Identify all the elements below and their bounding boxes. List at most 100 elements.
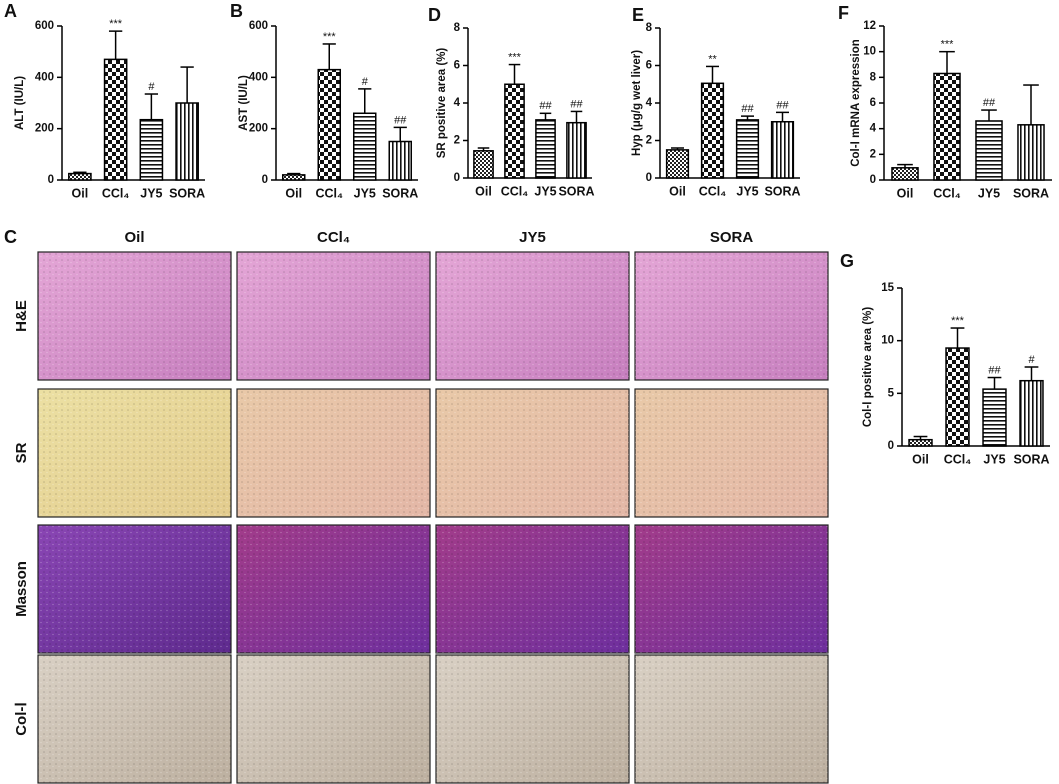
x-tick-label: SORA — [1013, 452, 1049, 466]
x-tick-label: JY5 — [534, 184, 556, 198]
panel-letter: B — [230, 1, 243, 21]
x-tick-label: JY5 — [354, 186, 376, 200]
micrograph-texture — [237, 252, 430, 380]
panel-letter: A — [4, 1, 17, 21]
row-header: Col-Ⅰ — [13, 702, 30, 736]
significance-label: ** — [708, 53, 717, 65]
bar — [139, 118, 164, 181]
micrograph-texture — [237, 655, 430, 783]
y-tick-label: 0 — [646, 172, 652, 184]
significance-label: ## — [741, 103, 754, 115]
significance-label: ## — [570, 98, 583, 110]
significance-label: *** — [508, 51, 522, 63]
x-tick-label: Oil — [475, 184, 492, 198]
micrograph-texture — [436, 252, 629, 380]
y-tick-label: 8 — [870, 71, 877, 83]
significance-label: *** — [951, 315, 965, 327]
bar — [933, 72, 961, 181]
x-tick-label: Oil — [285, 186, 302, 200]
y-tick-label: 0 — [888, 440, 894, 452]
panel-letter: D — [428, 5, 441, 25]
y-tick-label: 400 — [249, 71, 268, 83]
y-tick-label: 2 — [646, 135, 652, 147]
y-tick-label: 15 — [881, 282, 894, 294]
bar — [1019, 379, 1044, 447]
y-tick-label: 4 — [454, 97, 461, 109]
column-header: Oil — [124, 229, 144, 246]
significance-label: ## — [394, 114, 407, 126]
bar — [103, 58, 128, 181]
panel-letter: G — [840, 251, 854, 271]
significance-label: # — [148, 81, 155, 93]
x-tick-label: JY5 — [140, 186, 162, 200]
y-tick-label: 600 — [35, 20, 54, 32]
x-tick-label: SORA — [169, 186, 205, 200]
bar — [473, 150, 494, 179]
x-tick-label: CCl₄ — [933, 186, 961, 200]
x-tick-label: Oil — [72, 186, 89, 200]
x-tick-label: Oil — [912, 452, 929, 466]
y-tick-label: 400 — [35, 71, 54, 83]
y-tick-label: 0 — [48, 174, 54, 186]
micrograph-texture — [436, 655, 629, 783]
bar — [982, 388, 1007, 447]
y-axis-label: Hyp (μg/g wet liver) — [631, 50, 643, 156]
y-tick-label: 200 — [35, 123, 54, 135]
significance-label: ## — [988, 364, 1001, 376]
column-header: JY5 — [519, 229, 546, 246]
y-tick-label: 10 — [881, 335, 894, 347]
significance-label: ## — [983, 97, 996, 109]
significance-label: ## — [776, 99, 789, 111]
y-tick-label: 5 — [888, 387, 895, 399]
row-header: SR — [13, 442, 30, 463]
y-tick-label: 2 — [870, 148, 876, 160]
x-tick-label: SORA — [382, 186, 418, 200]
significance-label: *** — [323, 31, 337, 43]
y-tick-label: 600 — [249, 20, 268, 32]
bar — [665, 149, 690, 179]
micrograph-texture — [38, 252, 231, 380]
y-axis-label: Col-Ⅰ positive area (%) — [861, 307, 874, 428]
y-tick-label: 6 — [454, 60, 460, 72]
significance-label: *** — [109, 18, 123, 30]
x-tick-label: CCl₄ — [316, 186, 344, 200]
y-axis-label: Col-Ⅰ mRNA expression — [849, 39, 862, 167]
y-tick-label: 0 — [454, 172, 460, 184]
y-axis-label: SR positive area (%) — [436, 48, 448, 159]
bar — [535, 119, 556, 179]
y-tick-label: 6 — [646, 60, 652, 72]
micrograph-texture — [237, 525, 430, 653]
x-tick-label: JY5 — [978, 186, 1000, 200]
x-tick-label: CCl₄ — [501, 184, 529, 198]
x-tick-label: Oil — [897, 186, 914, 200]
x-tick-label: CCl₄ — [102, 186, 130, 200]
significance-label: *** — [941, 39, 955, 51]
panel-letter: E — [632, 5, 644, 25]
micrograph-texture — [635, 389, 828, 517]
y-tick-label: 0 — [870, 174, 876, 186]
bar — [281, 174, 306, 181]
micrograph-texture — [635, 252, 828, 380]
bar — [317, 68, 342, 181]
x-tick-label: JY5 — [736, 184, 758, 198]
bar — [566, 121, 587, 179]
panel-letter: F — [838, 3, 849, 23]
y-tick-label: 8 — [454, 22, 461, 34]
y-tick-label: 0 — [262, 174, 268, 186]
y-tick-label: 8 — [646, 22, 653, 34]
y-tick-label: 10 — [863, 46, 876, 58]
micrograph-texture — [38, 655, 231, 783]
bar — [975, 120, 1003, 181]
bar — [175, 102, 199, 181]
bar — [700, 82, 725, 179]
significance-label: ## — [539, 100, 552, 112]
y-tick-label: 2 — [454, 135, 460, 147]
significance-label: # — [362, 76, 369, 88]
x-tick-label: JY5 — [983, 452, 1005, 466]
x-tick-label: CCl₄ — [699, 184, 727, 198]
column-header: CCl₄ — [317, 229, 350, 246]
bar — [504, 83, 525, 179]
x-tick-label: SORA — [1013, 186, 1049, 200]
bar — [770, 121, 795, 179]
bar — [352, 112, 377, 181]
